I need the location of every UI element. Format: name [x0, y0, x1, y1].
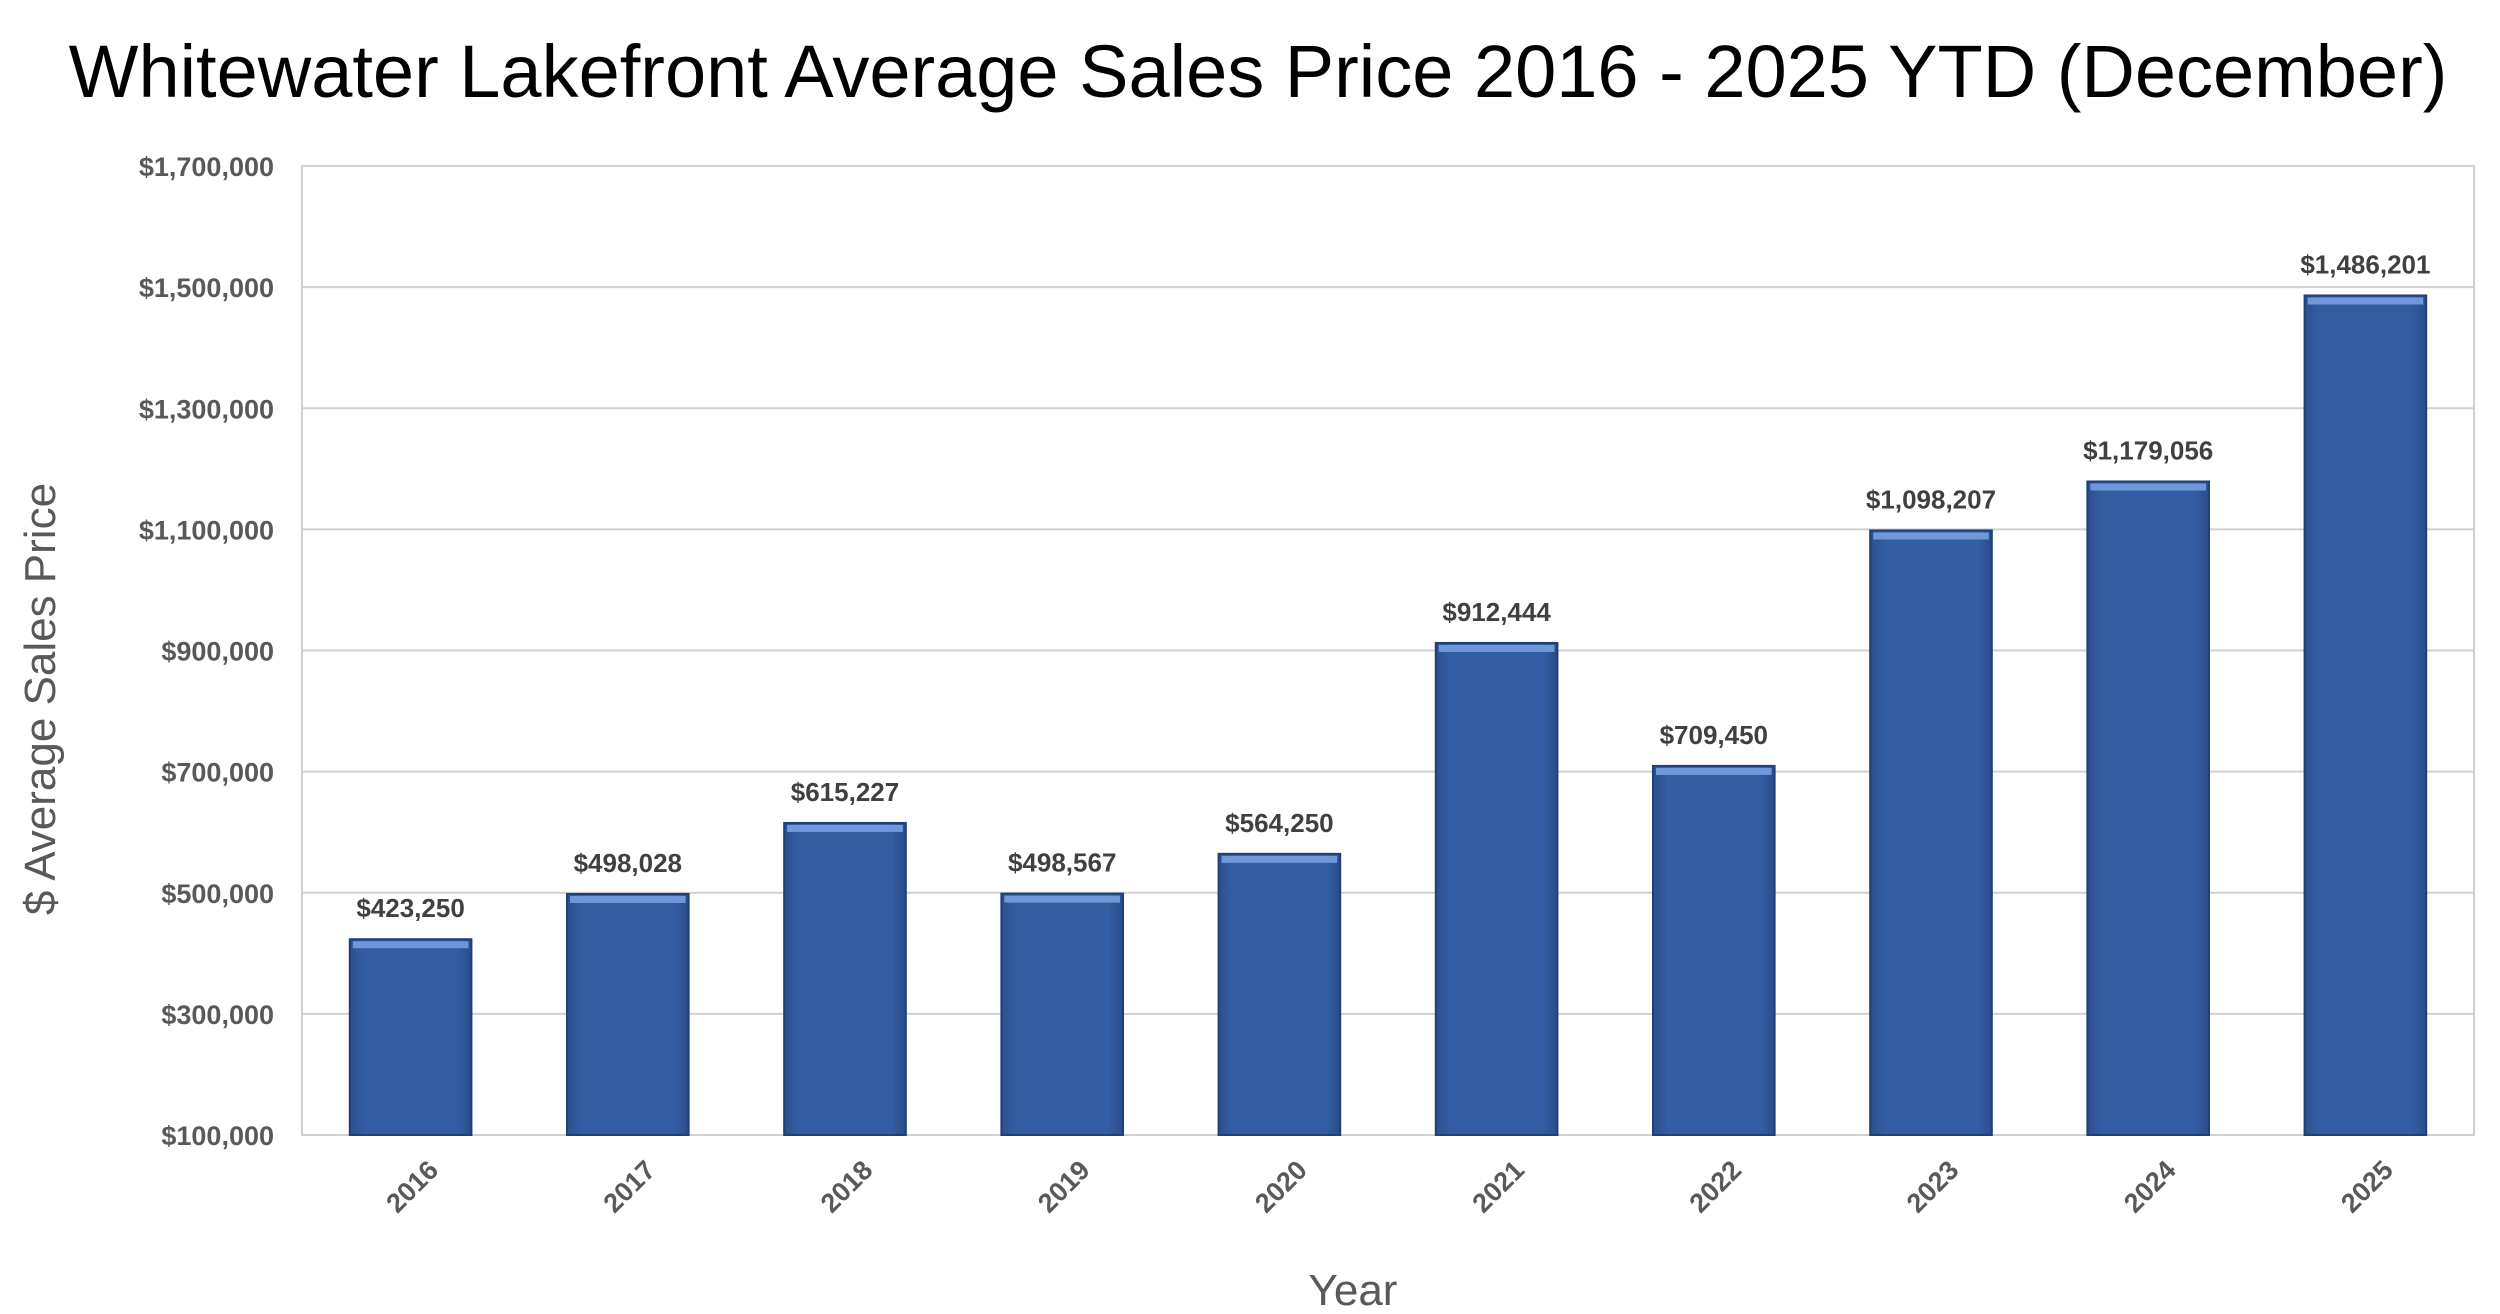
- data-label: $564,250: [1225, 808, 1333, 838]
- bar: [1434, 641, 1559, 1137]
- x-tick-label: 2020: [1249, 1155, 1313, 1219]
- bar-top-highlight: [1438, 644, 1555, 652]
- x-axis-title: Year: [1309, 1266, 1398, 1314]
- bar-2022: [1651, 764, 1776, 1136]
- bar: [783, 821, 907, 1136]
- x-tick-label: 2016: [380, 1155, 444, 1219]
- chart-title: Whitewater Lakefront Average Sales Price…: [69, 30, 2448, 113]
- y-tick-label: $1,500,000: [139, 273, 274, 303]
- bar: [2086, 480, 2211, 1136]
- bar-2024: [2086, 480, 2211, 1136]
- bar: [1000, 892, 1125, 1136]
- bar: [1651, 764, 1776, 1136]
- bar-2018: [783, 821, 907, 1136]
- x-tick-label: 2025: [2335, 1155, 2399, 1219]
- bar-top-highlight: [2090, 483, 2207, 491]
- data-label: $498,028: [574, 848, 682, 878]
- y-tick-label: $1,100,000: [139, 515, 274, 545]
- bar: [1217, 852, 1342, 1137]
- bar: [565, 892, 690, 1136]
- bar-top-highlight: [1221, 855, 1338, 863]
- bar-2025: [2303, 294, 2428, 1137]
- bars: [348, 294, 2428, 1137]
- x-tick-label: 2017: [598, 1155, 662, 1219]
- y-tick-label: $300,000: [161, 1000, 274, 1030]
- x-tick-label: 2021: [1466, 1155, 1530, 1219]
- data-label: $1,486,201: [2300, 249, 2430, 279]
- x-tick-label: 2023: [1901, 1155, 1965, 1219]
- bar-top-highlight: [787, 824, 903, 832]
- y-tick-label: $900,000: [161, 637, 274, 667]
- x-tick-label: 2024: [2118, 1155, 2182, 1219]
- data-label: $615,227: [791, 777, 899, 807]
- bar-2021: [1434, 641, 1559, 1137]
- data-label: $423,250: [356, 893, 464, 923]
- x-tick-label: 2019: [1032, 1155, 1096, 1219]
- y-tick-label: $1,700,000: [139, 152, 274, 182]
- bar-top-highlight: [2307, 297, 2424, 305]
- bar: [348, 938, 473, 1136]
- bar-top-highlight: [1004, 895, 1121, 903]
- bar: [2303, 294, 2428, 1137]
- bar-2019: [1000, 892, 1125, 1136]
- bar-top-highlight: [352, 941, 469, 949]
- y-tick-label: $700,000: [161, 758, 274, 788]
- y-axis-title: $ Average Sales Price: [16, 483, 65, 915]
- bar-top-highlight: [569, 895, 686, 903]
- y-axis-ticks: $100,000 $300,000 $500,000 $700,000 $900,000…: [139, 152, 274, 1151]
- bar-2020: [1217, 852, 1342, 1137]
- bar-2023: [1869, 529, 1993, 1136]
- bar-2016: [348, 938, 473, 1136]
- data-label: $709,450: [1660, 720, 1768, 750]
- data-label: $912,444: [1442, 597, 1551, 627]
- bar: [1869, 529, 1993, 1136]
- data-label: $1,098,207: [1866, 484, 1996, 514]
- x-tick-label: 2018: [815, 1155, 879, 1219]
- bar-2017: [565, 892, 690, 1136]
- x-tick-label: 2022: [1684, 1155, 1748, 1219]
- y-tick-label: $1,300,000: [139, 394, 274, 424]
- bar-top-highlight: [1655, 767, 1772, 775]
- data-labels: $423,250 $498,028 $615,227 $498,567 $564,250…: [356, 249, 2430, 923]
- y-tick-label: $100,000: [161, 1121, 274, 1151]
- y-tick-label: $500,000: [161, 879, 274, 909]
- data-label: $1,179,056: [2083, 435, 2213, 465]
- bar-top-highlight: [1873, 532, 1989, 540]
- x-axis-ticks: 2016 2017 2018 2019 2020 2021 2022 2023 2024 2025: [380, 1155, 2398, 1219]
- data-label: $498,567: [1008, 848, 1116, 878]
